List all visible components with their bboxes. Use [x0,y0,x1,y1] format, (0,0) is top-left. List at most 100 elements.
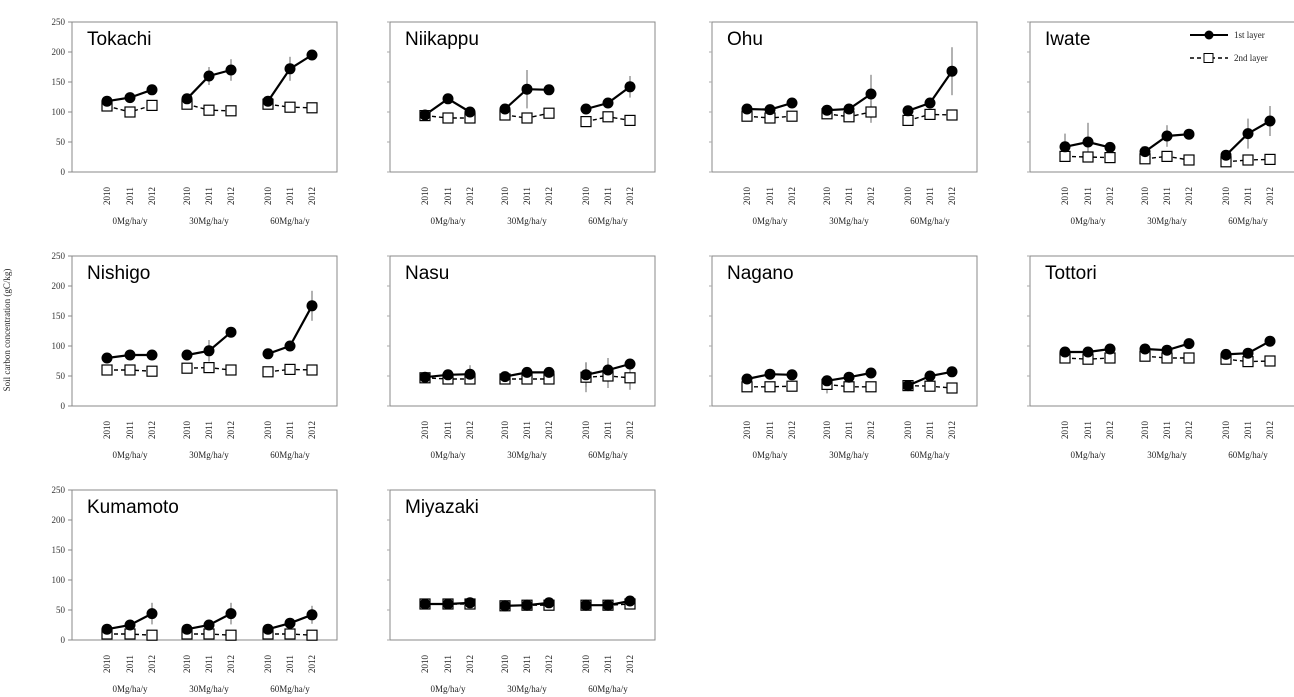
data-point-first-layer [464,368,476,380]
x-tick-label-year: 2010 [102,421,112,440]
data-point-first-layer [306,609,318,621]
data-point-first-layer [306,300,318,312]
x-tick-label-year: 2011 [285,655,295,673]
data-point-first-layer [580,369,592,381]
data-point-first-layer [464,597,476,609]
x-tick-label-year: 2011 [1243,421,1253,439]
x-tick-label-year: 2012 [147,655,157,673]
y-tick-label: 250 [52,17,66,27]
data-point-first-layer [225,608,237,620]
x-tick-label-year: 2011 [522,187,532,205]
data-point-second-layer [181,362,193,374]
data-point-first-layer [521,599,533,611]
data-point-second-layer [946,109,958,121]
data-point-second-layer [924,108,936,121]
x-tick-label-year: 2010 [102,655,112,674]
x-tick-label-year: 2012 [1265,421,1275,439]
data-point-second-layer [865,106,877,118]
y-tick-label: 250 [52,485,66,495]
x-tick-label-year: 2011 [925,187,935,205]
y-tick-label: 200 [52,281,66,291]
data-point-first-layer [203,345,215,357]
x-tick-label-year: 2010 [263,655,273,674]
data-point-second-layer [101,364,113,376]
panel-tokachi: 0 50 100 150 200 250 Tokachi 2010 2011 2012 0Mg/ha… [52,17,338,226]
x-tick-label-year: 2011 [204,421,214,439]
x-group-label: 30Mg/ha/y [829,450,869,460]
data-point-first-layer [284,617,296,629]
data-point-second-layer [146,365,158,377]
x-tick-label-year: 2010 [182,421,192,440]
data-point-first-layer [442,369,454,381]
y-tick-label: 50 [56,137,66,147]
x-group-label: 0Mg/ha/y [431,216,466,226]
panel-title: Nishigo [87,263,150,284]
x-group-label: 60Mg/ha/y [588,450,628,460]
x-tick-label-year: 2011 [603,421,613,439]
data-point-first-layer [1242,128,1254,140]
x-group-label: 60Mg/ha/y [588,216,628,226]
x-tick-label-year: 2012 [465,187,475,205]
x-group-label: 60Mg/ha/y [270,216,310,226]
x-tick-label-year: 2011 [1162,187,1172,205]
data-point-first-layer [521,83,533,95]
data-point-first-layer [203,70,215,82]
panel-frame [1029,21,1294,173]
x-tick-label-year: 2011 [844,187,854,205]
x-tick-label-year: 2010 [263,421,273,440]
data-point-first-layer [1082,136,1094,148]
panel-frame [1029,255,1294,407]
data-point-first-layer [624,358,636,370]
data-point-first-layer [419,109,431,121]
x-tick-label-year: 2010 [1060,421,1070,440]
x-tick-label-year: 2012 [544,421,554,439]
legend-label-first-layer: 1st layer [1234,30,1265,40]
data-point-second-layer [203,362,215,374]
x-tick-label-year: 2010 [182,187,192,206]
x-tick-label-year: 2010 [500,187,510,206]
x-tick-label-year: 2010 [182,655,192,674]
data-point-first-layer [306,49,318,61]
x-tick-label-year: 2010 [1221,187,1231,206]
data-point-first-layer [602,97,614,109]
x-tick-label-year: 2010 [822,187,832,206]
x-tick-label-year: 2010 [420,421,430,440]
data-point-first-layer [902,380,914,392]
x-group-label: 0Mg/ha/y [113,684,148,694]
data-point-first-layer [1059,141,1071,153]
data-point-first-layer [442,598,454,610]
data-point-first-layer [101,623,113,635]
data-point-first-layer [419,598,431,610]
data-point-first-layer [499,103,511,115]
x-tick-label-year: 2012 [1184,187,1194,205]
x-tick-label-year: 2012 [307,655,317,673]
x-tick-label-year: 2012 [866,187,876,205]
data-point-second-layer [1059,150,1071,162]
x-group-label: 60Mg/ha/y [588,684,628,694]
x-tick-label-year: 2012 [307,187,317,205]
data-point-first-layer [262,623,274,635]
x-tick-label-year: 2011 [844,421,854,439]
x-tick-label-year: 2011 [1243,187,1253,205]
data-point-first-layer [499,600,511,612]
data-point-first-layer [821,104,833,116]
data-point-second-layer [764,381,776,393]
x-group-label: 0Mg/ha/y [753,216,788,226]
data-point-first-layer [624,81,636,93]
data-point-first-layer [181,623,193,635]
panel-title: Ohu [727,29,763,50]
data-point-second-layer [1183,352,1195,364]
x-tick-label-year: 2012 [947,421,957,439]
data-point-first-layer [924,370,936,382]
data-point-first-layer [499,371,511,383]
data-point-first-layer [225,326,237,338]
data-point-first-layer [741,103,753,115]
data-point-second-layer [1183,154,1195,166]
x-tick-label-year: 2012 [307,421,317,439]
data-point-first-layer [946,366,958,378]
data-point-second-layer [306,364,318,376]
y-tick-label: 0 [61,167,66,177]
x-tick-label-year: 2011 [765,187,775,205]
